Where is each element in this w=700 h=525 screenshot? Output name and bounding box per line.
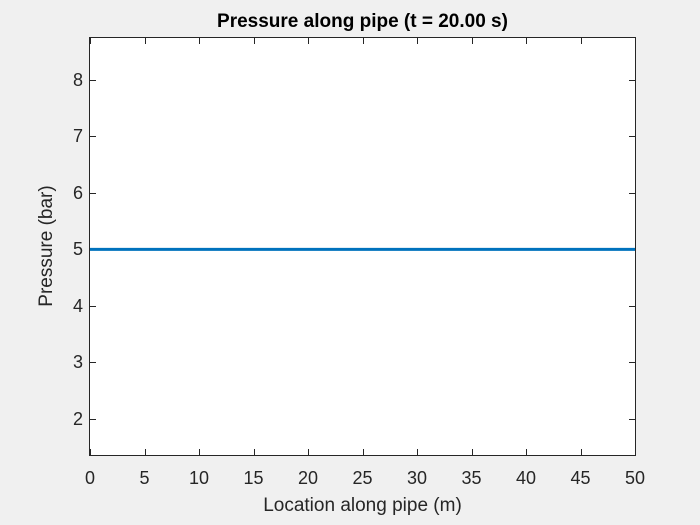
plot-series-layer — [90, 247, 635, 251]
tick-mark — [629, 193, 635, 194]
x-tick-label: 20 — [297, 468, 319, 488]
tick-mark — [472, 38, 473, 44]
tick-mark — [635, 449, 636, 455]
tick-mark — [526, 449, 527, 455]
tick-mark — [254, 38, 255, 44]
tick-mark — [254, 449, 255, 455]
x-tick-label: 40 — [515, 468, 537, 488]
tick-mark — [90, 362, 96, 363]
tick-mark — [629, 136, 635, 137]
tick-mark — [90, 80, 96, 81]
tick-mark — [90, 306, 96, 307]
x-tick-label: 10 — [188, 468, 210, 488]
tick-mark — [90, 193, 96, 194]
tick-mark — [629, 362, 635, 363]
tick-mark — [363, 449, 364, 455]
y-tick-label: 5 — [72, 239, 83, 260]
y-axis-label: Pressure (bar) — [36, 185, 57, 307]
tick-mark — [417, 38, 418, 44]
tick-mark — [90, 449, 91, 455]
x-tick-label: 15 — [243, 468, 264, 488]
tick-mark — [145, 38, 146, 44]
tick-mark — [90, 419, 96, 420]
x-tick-label: 35 — [461, 468, 482, 488]
x-tick-label: 45 — [570, 468, 591, 488]
y-tick-label: 2 — [72, 408, 83, 429]
x-tick-label: 25 — [352, 468, 373, 488]
tick-mark — [90, 38, 91, 44]
x-tick-label: 5 — [139, 468, 150, 488]
x-tick-label: 30 — [406, 468, 428, 488]
x-axis-label: Location along pipe (m) — [263, 495, 462, 516]
y-tick-label: 4 — [72, 295, 83, 316]
tick-mark — [581, 449, 582, 455]
tick-mark — [629, 419, 635, 420]
tick-mark — [472, 449, 473, 455]
tick-mark — [308, 38, 309, 44]
tick-mark — [581, 38, 582, 44]
tick-mark — [526, 38, 527, 44]
tick-mark — [199, 449, 200, 455]
tick-mark — [308, 449, 309, 455]
tick-mark — [199, 38, 200, 44]
plot-title: Pressure along pipe (t = 20.00 s) — [217, 11, 508, 32]
y-tick-label: 8 — [72, 69, 83, 90]
axes-area — [89, 37, 636, 456]
tick-mark — [145, 449, 146, 455]
tick-mark — [417, 449, 418, 455]
tick-mark — [363, 38, 364, 44]
y-tick-label: 7 — [72, 126, 83, 147]
tick-mark — [90, 136, 96, 137]
tick-mark — [629, 80, 635, 81]
y-tick-label: 3 — [72, 352, 83, 373]
y-tick-label: 6 — [72, 182, 83, 203]
x-tick-label: 50 — [624, 468, 646, 488]
tick-mark — [635, 38, 636, 44]
x-tick-label: 0 — [84, 468, 95, 488]
tick-mark — [629, 306, 635, 307]
